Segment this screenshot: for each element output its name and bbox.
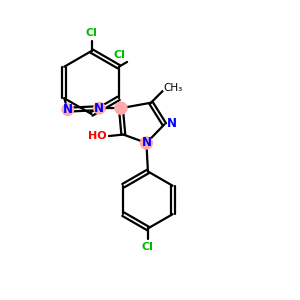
Circle shape [140,137,152,149]
Circle shape [94,103,105,114]
Text: Cl: Cl [142,242,154,252]
Text: HO: HO [88,131,107,141]
Circle shape [62,104,74,115]
Text: CH₃: CH₃ [164,83,183,93]
Text: N: N [141,136,152,149]
Circle shape [115,102,127,114]
Text: N: N [63,103,73,116]
Text: Cl: Cl [85,28,98,38]
Text: N: N [94,102,104,115]
Text: N: N [167,117,177,130]
Text: Cl: Cl [114,50,126,60]
